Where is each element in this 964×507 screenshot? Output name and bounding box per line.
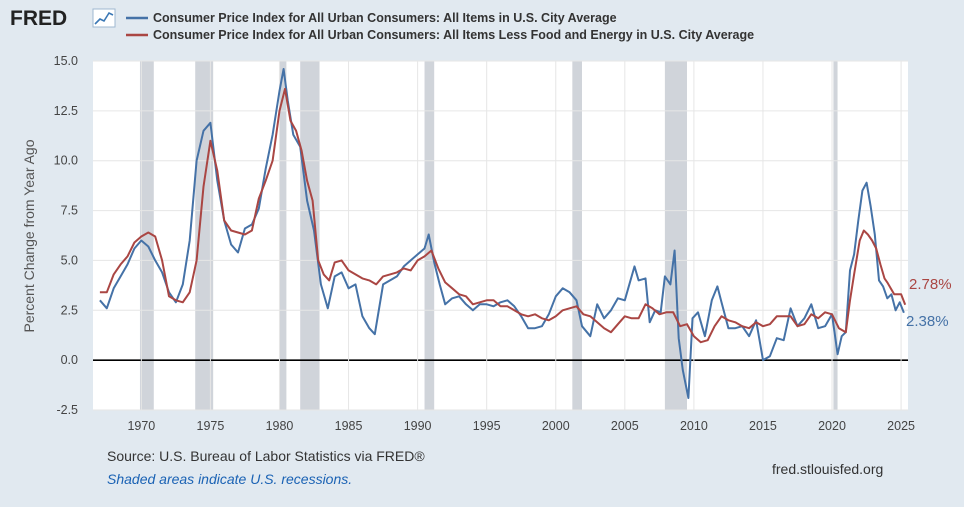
x-tick-label: 2015 [749, 419, 777, 433]
x-tick-label: 1980 [266, 419, 294, 433]
y-tick-label: 15.0 [54, 54, 78, 68]
y-tick-label: 5.0 [61, 253, 78, 267]
x-axis-ticks: 1970 1975 1980 1985 1990 1995 2000 2005 2010 2015… [127, 419, 915, 433]
fred-logo[interactable]: FRED [10, 7, 116, 30]
recession-band [833, 61, 838, 410]
series-line-core [99, 87, 907, 344]
y-tick-label: 0.0 [61, 353, 78, 367]
end-label-cpi: 2.38% [906, 313, 949, 330]
x-tick-label: 1975 [197, 419, 225, 433]
x-tick-label: 1995 [473, 419, 501, 433]
x-tick-label: 2000 [542, 419, 570, 433]
x-tick-label: 1990 [404, 419, 432, 433]
x-tick-label: 2025 [887, 419, 915, 433]
recession-band [300, 61, 320, 410]
plot-area [93, 61, 908, 410]
y-tick-label: -2.5 [56, 403, 78, 417]
y-axis-ticks: -2.5 0.0 2.5 5.0 7.5 10.0 12.5 15.0 [54, 54, 78, 417]
legend: Consumer Price Index for All Urban Consu… [126, 11, 754, 42]
gridlines [93, 60, 908, 411]
recession-band [572, 61, 582, 410]
legend-label-core: Consumer Price Index for All Urban Consu… [153, 28, 754, 42]
end-label-core: 2.78% [909, 276, 952, 293]
y-tick-label: 12.5 [54, 104, 78, 118]
y-tick-label: 7.5 [61, 204, 78, 218]
fred-logo-text: FRED [10, 7, 67, 30]
recession-band [279, 61, 287, 410]
source-text: Source: U.S. Bureau of Labor Statistics … [107, 448, 425, 464]
recession-note: Shaded areas indicate U.S. recessions. [107, 471, 353, 487]
recession-band [664, 61, 687, 410]
trend-icon [92, 8, 116, 28]
legend-label-cpi: Consumer Price Index for All Urban Consu… [153, 11, 617, 25]
series-lines [99, 68, 907, 399]
series-line-cpi [99, 68, 905, 399]
recession-band [139, 61, 154, 410]
x-tick-label: 2020 [818, 419, 846, 433]
y-tick-label: 2.5 [61, 303, 78, 317]
x-tick-label: 2010 [680, 419, 708, 433]
y-axis-label: Percent Change from Year Ago [21, 139, 37, 332]
y-tick-label: 10.0 [54, 154, 78, 168]
site-url[interactable]: fred.stlouisfed.org [772, 461, 884, 477]
x-tick-label: 2005 [611, 419, 639, 433]
x-tick-label: 1985 [335, 419, 363, 433]
x-tick-label: 1970 [127, 419, 155, 433]
